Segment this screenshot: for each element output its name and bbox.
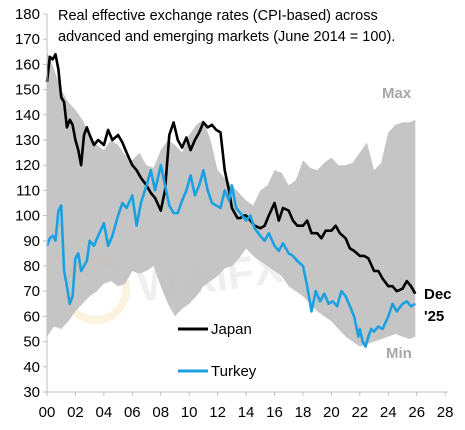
y-tick-label: 170 [15, 31, 40, 48]
min-label: Min [386, 345, 412, 362]
x-tick-label: 26 [408, 404, 425, 421]
y-axis-ticks: 30 40 50 60 70 80 90 100 110 120 130 140 150 160 170 18… [15, 6, 47, 401]
x-tick-label: 12 [209, 404, 226, 421]
y-tick-label: 120 [15, 157, 40, 174]
max-label: Max [382, 85, 412, 102]
y-tick-label: 40 [23, 359, 40, 376]
x-tick-label: 04 [96, 404, 113, 421]
y-tick-label: 130 [15, 132, 40, 149]
legend: Japan Turkey [178, 321, 257, 380]
y-tick-label: 60 [23, 308, 40, 325]
x-tick-label: 08 [152, 404, 169, 421]
x-tick-label: 24 [380, 404, 397, 421]
series-line-japan [45, 53, 417, 295]
x-axis-ticks: 00 02 04 06 08 10 12 14 16 18 20 22 24 26 28 [39, 392, 454, 421]
y-tick-label: 90 [23, 233, 40, 250]
x-tick-label: 18 [295, 404, 312, 421]
y-tick-label: 140 [15, 107, 40, 124]
series-line-turkey [45, 163, 416, 348]
y-tick-label: 80 [23, 258, 40, 275]
x-tick-label: 14 [238, 404, 255, 421]
y-tick-label: 50 [23, 334, 40, 351]
x-tick-label: 02 [67, 404, 84, 421]
x-tick-label: 22 [351, 404, 368, 421]
x-tick-label: 10 [181, 404, 198, 421]
x-tick-label: 28 [437, 404, 454, 421]
chart-title-line-2: advanced and emerging markets (June 2014… [58, 29, 395, 45]
end-date-label: Dec '25 [424, 286, 456, 325]
chart-title-line-1: Real effective exchange rates (CPI-based… [58, 8, 378, 24]
x-tick-label: 00 [39, 404, 56, 421]
y-tick-label: 70 [23, 283, 40, 300]
y-tick-label: 160 [15, 56, 40, 73]
end-date-year: '25 [424, 308, 444, 325]
x-tick-label: 20 [323, 404, 340, 421]
x-tick-label: 06 [124, 404, 141, 421]
x-tick-label: 16 [266, 404, 283, 421]
y-tick-label: 180 [15, 6, 40, 23]
y-tick-label: 150 [15, 82, 40, 99]
legend-label-japan: Japan [211, 321, 252, 338]
legend-label-turkey: Turkey [211, 363, 257, 380]
y-tick-label: 100 [15, 208, 40, 225]
y-tick-label: 30 [23, 384, 40, 401]
chart-title: Real effective exchange rates (CPI-based… [58, 8, 395, 45]
end-date-month: Dec [424, 286, 452, 303]
y-tick-label: 110 [16, 182, 40, 199]
